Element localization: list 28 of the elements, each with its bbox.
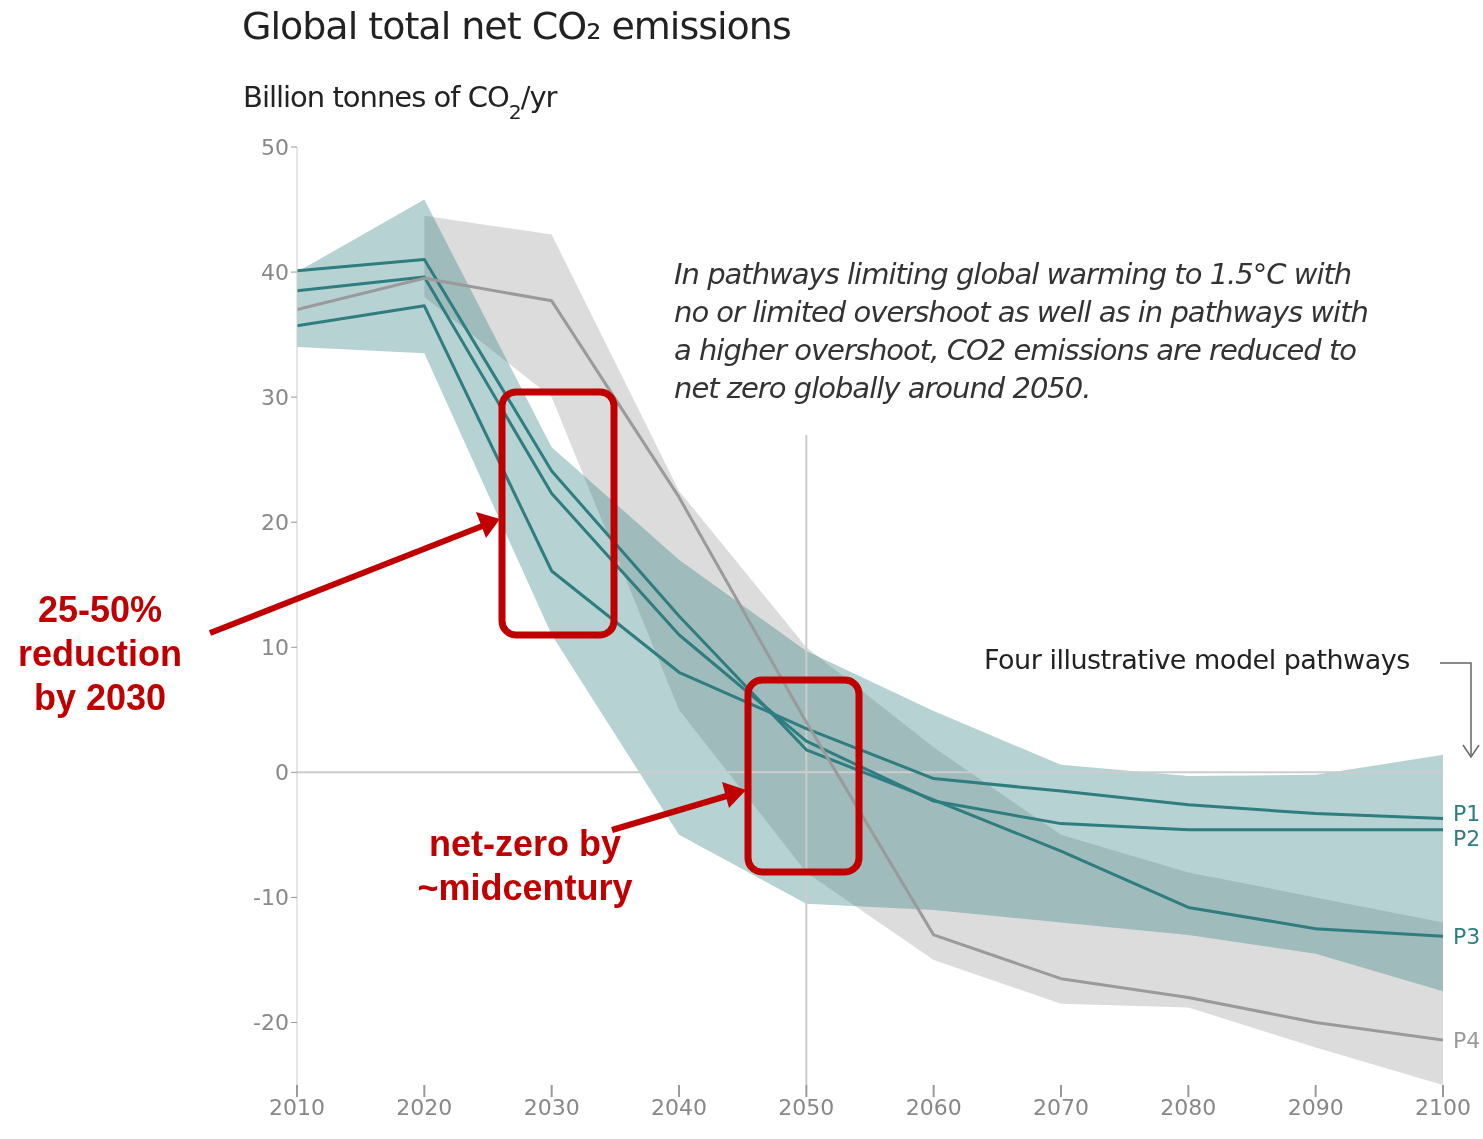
series-label: P4 xyxy=(1453,1027,1481,1053)
text: 25-50% reduction by 2030 xyxy=(17,588,183,720)
y-tick-label: 0 xyxy=(275,760,289,786)
series-label: P3 xyxy=(1453,924,1481,950)
x-tick-label: 2070 xyxy=(1033,1094,1089,1120)
y-tick-label: 10 xyxy=(261,635,289,661)
x-tick-label: 2090 xyxy=(1287,1094,1344,1120)
annotation: net-zero by ~midcentury xyxy=(416,822,634,910)
x-tick-label: 2050 xyxy=(778,1094,835,1120)
x-tick-label: 2030 xyxy=(523,1094,580,1120)
y-tick-label: -10 xyxy=(253,885,289,911)
chart-title: Global total net CO₂ emissions xyxy=(242,4,791,48)
x-tick-label: 2060 xyxy=(905,1094,962,1120)
annotation: In pathways limiting global warming to 1.5°C with no or limited overshoot as well as in pathways with a higher overshoot, CO2 emissions are reduced to net zero globally around 2050. xyxy=(674,256,1369,407)
x-tick-label: 2100 xyxy=(1415,1094,1471,1120)
x-tick-label: 2080 xyxy=(1160,1094,1217,1120)
x-tick-label: 2020 xyxy=(396,1094,453,1120)
y-tick-label: -20 xyxy=(253,1010,289,1036)
y-tick-label: 40 xyxy=(261,259,289,285)
series-label: P2 xyxy=(1453,825,1481,851)
y-tick-label: 50 xyxy=(261,134,289,160)
y-tick-label: 30 xyxy=(261,384,289,410)
series-label: P1 xyxy=(1453,800,1481,826)
x-tick-label: 2040 xyxy=(651,1094,707,1120)
x-tick-label: 2010 xyxy=(269,1094,325,1120)
y-tick-label: 20 xyxy=(261,510,289,536)
annotation: Four illustrative model pathways xyxy=(984,644,1411,675)
y-axis-title: Billion tonnes of CO$_{2}$/yr xyxy=(243,80,558,124)
